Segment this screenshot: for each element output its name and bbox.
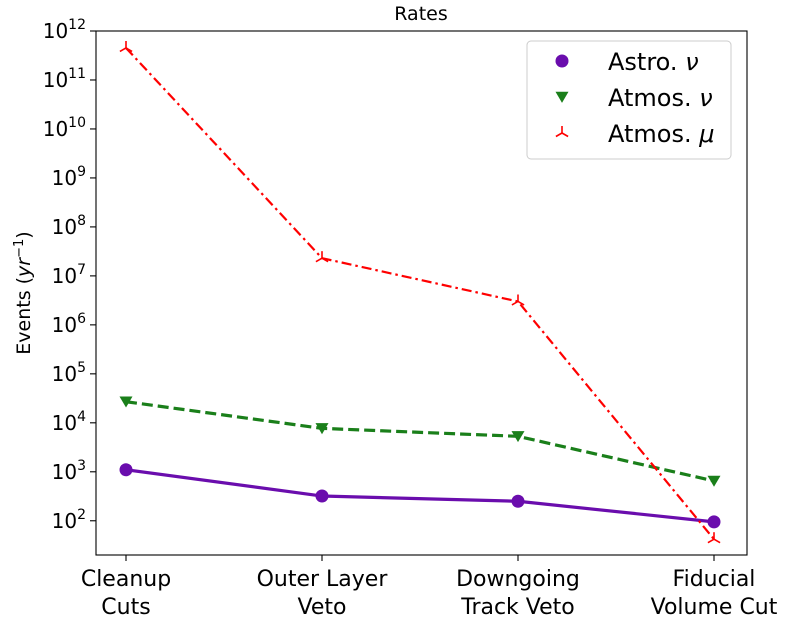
y-tick-label: 103 bbox=[52, 458, 86, 484]
data-point bbox=[707, 515, 721, 529]
data-point bbox=[119, 40, 133, 53]
data-point bbox=[315, 251, 329, 263]
y-tick-label: 109 bbox=[52, 164, 86, 190]
y-tick-label: 102 bbox=[52, 507, 86, 533]
data-point bbox=[511, 294, 525, 306]
y-tick-label: 104 bbox=[52, 409, 86, 435]
y-tick-label: 108 bbox=[52, 213, 86, 239]
series-line bbox=[125, 468, 715, 524]
legend-item: Atmos. ν bbox=[555, 84, 713, 112]
data-point bbox=[315, 423, 329, 435]
y-axis-label: Events (yr−1) bbox=[12, 231, 36, 354]
data-point bbox=[707, 475, 721, 487]
x-tick-label: Downgoing Track Veto bbox=[456, 567, 580, 620]
x-tick-label: Fiducial Volume Cut bbox=[651, 567, 778, 620]
y-tick-label: 107 bbox=[52, 262, 86, 288]
series-layer bbox=[119, 40, 721, 544]
legend: Astro. ν Atmos. ν Atmos. μ bbox=[526, 40, 732, 160]
data-point bbox=[511, 431, 525, 443]
data-point bbox=[555, 54, 569, 68]
legend-label: Atmos. μ bbox=[608, 120, 715, 148]
series-1 bbox=[119, 463, 721, 529]
series-line bbox=[125, 400, 715, 483]
x-axis-ticks: Cleanup Cuts Outer Layer Veto Downgoing Track… bbox=[81, 555, 778, 620]
legend-label: Astro. ν bbox=[608, 48, 699, 76]
y-tick-label: 105 bbox=[52, 360, 86, 386]
x-tick-label: Outer Layer Veto bbox=[257, 567, 389, 620]
chart-title: Rates bbox=[394, 3, 447, 25]
legend-label: Atmos. ν bbox=[608, 84, 713, 112]
data-point bbox=[511, 494, 525, 508]
legend-box bbox=[526, 40, 732, 160]
data-point bbox=[707, 532, 721, 544]
series-line bbox=[125, 47, 715, 540]
y-axis-label-text: Events (yr−1) bbox=[12, 231, 36, 354]
y-axis-ticks: 102 103 104 105 106 107 108 109 1010 1011 1012 bbox=[43, 17, 96, 533]
x-tick-label: Cleanup Cuts bbox=[81, 567, 171, 620]
data-point bbox=[315, 489, 329, 503]
legend-item: Atmos. μ bbox=[555, 120, 715, 148]
y-tick-label: 106 bbox=[52, 311, 86, 337]
y-tick-label: 1011 bbox=[43, 66, 86, 92]
series-3 bbox=[119, 40, 721, 544]
plot-frame bbox=[95, 30, 748, 556]
data-point bbox=[555, 126, 569, 138]
y-tick-label: 1010 bbox=[43, 115, 86, 141]
data-point bbox=[555, 91, 569, 103]
y-tick-label: 1012 bbox=[43, 17, 86, 43]
legend-item: Astro. ν bbox=[555, 48, 699, 76]
series-2 bbox=[119, 396, 721, 487]
data-point bbox=[119, 396, 133, 408]
data-point bbox=[119, 463, 133, 477]
